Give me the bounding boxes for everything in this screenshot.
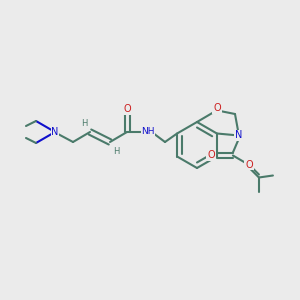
Text: H: H (113, 146, 119, 155)
Text: H: H (81, 118, 87, 127)
Text: N: N (235, 130, 243, 140)
Text: NH: NH (141, 128, 155, 136)
Text: O: O (213, 103, 221, 113)
Text: O: O (123, 104, 131, 114)
Text: O: O (245, 160, 253, 170)
Text: N: N (51, 127, 59, 137)
Text: O: O (207, 151, 215, 160)
